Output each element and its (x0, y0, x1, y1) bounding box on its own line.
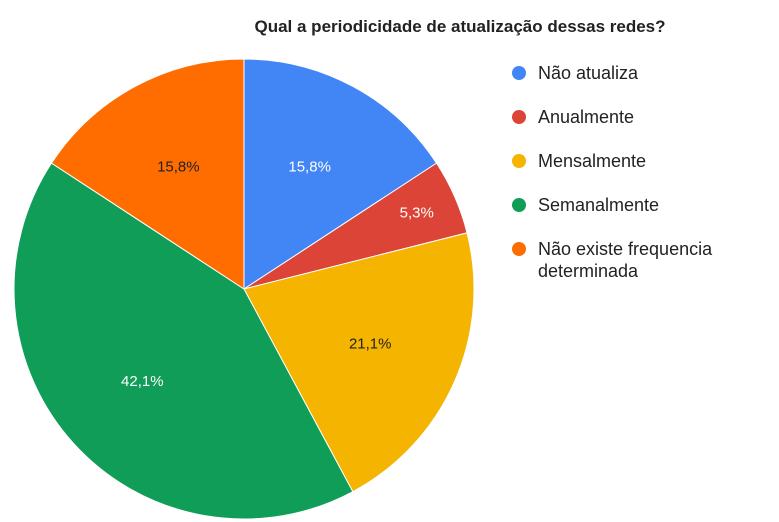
legend-item: Anualmente (510, 106, 778, 128)
legend-marker (512, 154, 526, 168)
legend-marker (512, 110, 526, 124)
slice-label: 5,3% (400, 204, 434, 221)
legend-marker (512, 66, 526, 80)
legend-item: Não existe frequencia determinada (510, 238, 778, 282)
legend-label: Anualmente (538, 107, 635, 127)
slice-label: 42,1% (121, 373, 164, 390)
legend-item: Mensalmente (510, 150, 778, 172)
pie-slice (243, 58, 438, 290)
slice-label: 15,8% (288, 159, 331, 176)
legend-item: Semanalmente (510, 194, 778, 216)
legend-label: Semanalmente (538, 195, 660, 215)
slice-label: 21,1% (349, 336, 392, 353)
legend-label: Mensalmente (538, 151, 647, 171)
legend-item: Não atualiza (510, 62, 778, 84)
legend-marker (512, 198, 526, 212)
legend-label: Não atualiza (538, 63, 639, 83)
pie-slice (13, 162, 354, 520)
legend: Não atualiza Anualmente Mensalmente Semanal… (510, 62, 778, 304)
legend-marker (512, 242, 526, 256)
chart-title: Qual a periodicidade de atualização dess… (254, 17, 666, 36)
slice-label: 15,8% (157, 159, 200, 176)
pie-slice (50, 58, 245, 290)
legend-label: Não existe frequencia determinada (538, 239, 713, 281)
pie-slice (243, 232, 475, 493)
chart: 15,8% 5,3% 21,1% 42,1% 15,8% (13, 58, 475, 520)
